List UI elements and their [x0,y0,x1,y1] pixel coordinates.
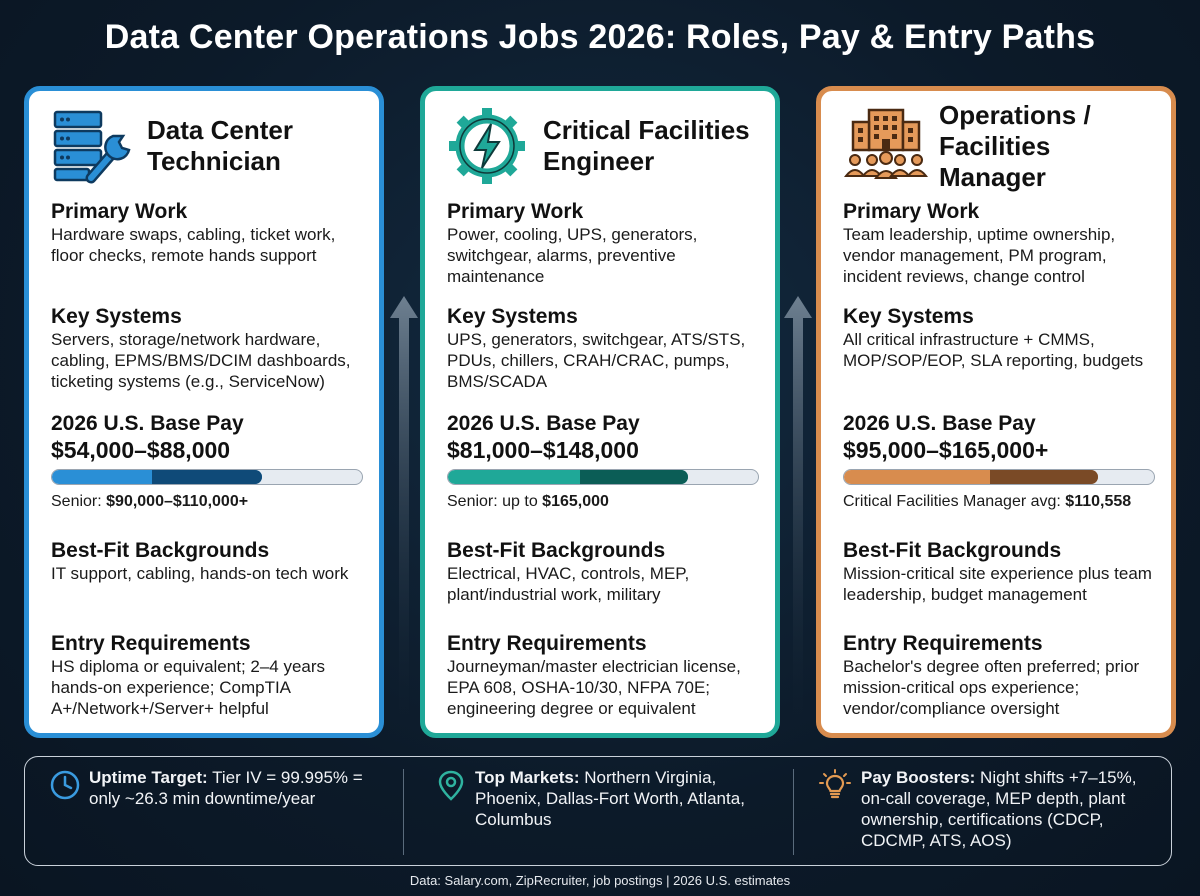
card-title-line1: Data Center [147,115,293,145]
gear-lightning-icon [449,108,525,184]
entry-text: Journeyman/master electrician license, E… [447,657,741,718]
card-title-line1: Critical Facilities [543,115,750,145]
primary-work-text: Hardware swaps, cabling, ticket work, fl… [51,225,336,265]
pay-range-bar [447,469,759,485]
pay-note: Senior: $90,000–$110,000+ [51,493,249,510]
backgrounds-text: Mission-critical site experience plus te… [843,564,1152,604]
footer-facts-panel: Uptime Target: Tier IV = 99.995% = only … [24,756,1172,866]
pay-range-bar [843,469,1155,485]
footer-label: Uptime Target: [89,768,208,787]
lightbulb-icon [819,769,851,799]
pay-heading: 2026 U.S. Base Pay [843,412,1036,435]
primary-work-text: Team leadership, uptime ownership, vendo… [843,225,1116,286]
server-wrench-icon [53,110,131,184]
pay-heading: 2026 U.S. Base Pay [51,412,244,435]
primary-work-heading: Primary Work [51,200,188,223]
pay-range: $54,000–$88,000 [51,437,231,463]
key-systems-text: UPS, generators, switchgear, ATS/STS, PD… [447,330,746,391]
key-systems-text: All critical infrastructure + CMMS, MOP/… [843,330,1144,370]
pay-heading: 2026 U.S. Base Pay [447,412,640,435]
page-title: Data Center Operations Jobs 2026: Roles,… [104,18,1096,56]
card-data-center-technician: Data Center Technician Primary Work Hard… [24,86,384,738]
card-operations-facilities-manager: Operations / Facilities Manager Primary … [816,86,1176,738]
entry-text: HS diploma or equivalent; 2–4 years hand… [51,657,326,718]
footer-label: Top Markets: [475,768,580,787]
footer-markets: Top Markets: Northern Virginia, Phoenix,… [405,757,795,867]
primary-work-heading: Primary Work [447,200,584,223]
backgrounds-heading: Best-Fit Backgrounds [843,539,1062,562]
primary-work-text: Power, cooling, UPS, generators, switchg… [447,225,698,286]
entry-heading: Entry Requirements [51,632,251,655]
divider [793,769,794,855]
entry-heading: Entry Requirements [447,632,647,655]
entry-text: Bachelor's degree often preferred; prior… [843,657,1140,718]
card-title-line2: Technician [147,146,281,176]
progression-arrow-icon [390,296,418,736]
card-title-line2: Facilities Manager [939,130,1051,192]
primary-work-heading: Primary Work [843,200,980,223]
entry-heading: Entry Requirements [843,632,1043,655]
key-systems-heading: Key Systems [51,305,182,328]
key-systems-text: Servers, storage/network hardware, cabli… [51,330,351,391]
card-critical-facilities-engineer: Critical Facilities Engineer Primary Wor… [420,86,780,738]
key-systems-heading: Key Systems [843,305,974,328]
building-team-icon [843,108,929,179]
card-title-line1: Operations / [939,99,1091,130]
map-pin-icon [438,770,464,801]
backgrounds-heading: Best-Fit Backgrounds [447,539,666,562]
footer-text: Tier IV = 99.995% = only ~26.3 min downt… [89,768,363,808]
progression-arrow-icon [784,296,812,736]
footer-uptime: Uptime Target: Tier IV = 99.995% = only … [25,757,405,867]
clock-icon [50,770,80,800]
key-systems-heading: Key Systems [447,305,578,328]
backgrounds-text: Electrical, HVAC, controls, MEP, plant/i… [447,564,690,604]
pay-range: $95,000–$165,000+ [843,437,1049,463]
backgrounds-text: IT support, cabling, hands-on tech work [51,564,349,583]
footer-label: Pay Boosters: [861,768,976,787]
footer-text: Northern Virginia, Phoenix, Dallas-Fort … [475,768,745,829]
footer-pay-boosters: Pay Boosters: Night shifts +7–15%, on-ca… [795,757,1173,867]
pay-range: $81,000–$148,000 [447,437,639,463]
divider [403,769,404,855]
pay-note: Critical Facilities Manager avg: $110,55… [843,493,1132,510]
source-note: Data: Salary.com, ZipRecruiter, job post… [409,873,791,888]
pay-note: Senior: up to $165,000 [447,493,609,510]
backgrounds-heading: Best-Fit Backgrounds [51,539,270,562]
pay-range-bar [51,469,363,485]
card-title-line2: Engineer [543,146,655,176]
footer-text: Night shifts +7–15%, on-call coverage, M… [861,768,1137,850]
